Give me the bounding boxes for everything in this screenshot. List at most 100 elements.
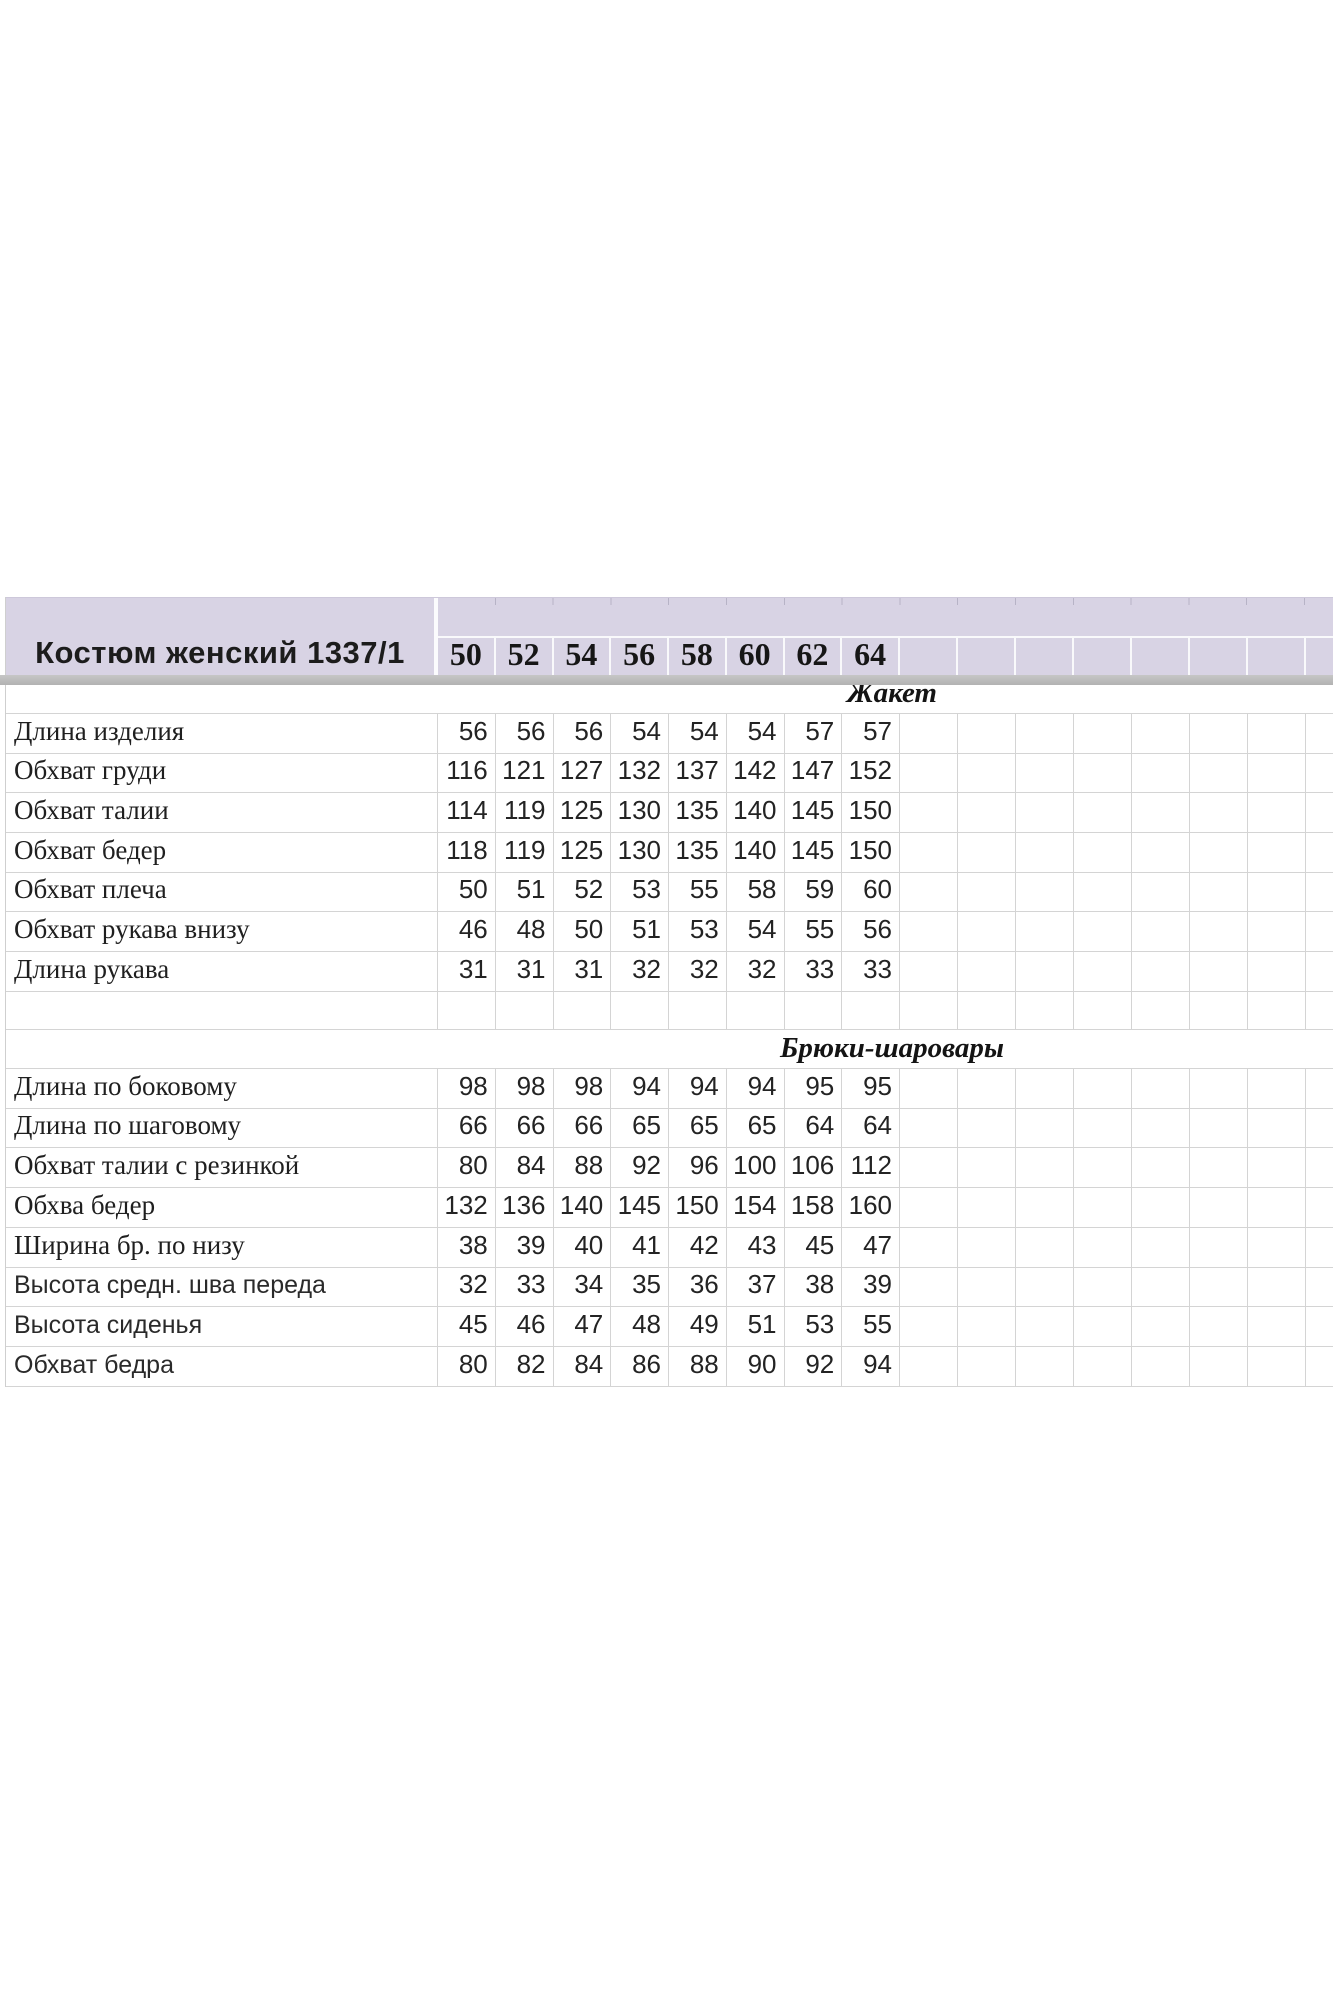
empty-grid-cell[interactable] xyxy=(1016,872,1074,912)
value-cell[interactable]: 65 xyxy=(669,1108,727,1148)
empty-header-cell[interactable] xyxy=(1074,638,1132,675)
row-label-cell[interactable]: Обхва бедер xyxy=(6,1188,438,1227)
value-cell[interactable]: 90 xyxy=(727,1347,785,1386)
empty-grid-cell[interactable] xyxy=(900,793,958,833)
empty-grid-cell[interactable] xyxy=(958,1307,1016,1347)
empty-header-cell[interactable] xyxy=(1132,638,1190,675)
empty-grid-cell[interactable] xyxy=(1016,1267,1074,1307)
value-cell[interactable]: 80 xyxy=(438,1347,496,1386)
empty-grid-cell[interactable] xyxy=(958,753,1016,793)
empty-grid-cell[interactable] xyxy=(900,912,958,952)
value-cell[interactable]: 43 xyxy=(727,1227,785,1267)
value-cell[interactable]: 33 xyxy=(842,952,900,991)
empty-grid-cell[interactable] xyxy=(1248,952,1306,991)
value-cell[interactable]: 35 xyxy=(611,1267,669,1307)
size-header-cell[interactable]: 60 xyxy=(727,638,785,675)
size-header-cell[interactable]: 50 xyxy=(438,638,496,675)
value-cell[interactable]: 98 xyxy=(438,1068,496,1108)
empty-grid-cell[interactable] xyxy=(1248,1148,1306,1188)
value-cell[interactable]: 47 xyxy=(554,1307,612,1347)
empty-grid-cell[interactable] xyxy=(1016,1148,1074,1188)
value-cell[interactable]: 106 xyxy=(785,1148,843,1188)
row-label-cell[interactable]: Длина по боковому xyxy=(6,1068,438,1108)
empty-grid-cell[interactable] xyxy=(1074,1068,1132,1108)
empty-grid-cell[interactable] xyxy=(958,912,1016,952)
empty-grid-cell[interactable] xyxy=(958,1267,1016,1307)
value-cell[interactable]: 66 xyxy=(554,1108,612,1148)
empty-grid-cell[interactable] xyxy=(1190,1227,1248,1267)
empty-label-cell[interactable] xyxy=(6,991,438,1029)
value-cell[interactable]: 57 xyxy=(842,714,900,753)
value-cell[interactable]: 94 xyxy=(669,1068,727,1108)
empty-grid-cell[interactable] xyxy=(1074,1148,1132,1188)
value-cell[interactable]: 88 xyxy=(669,1347,727,1386)
empty-grid-cell[interactable] xyxy=(1074,1188,1132,1227)
empty-grid-cell[interactable] xyxy=(1248,753,1306,793)
value-cell[interactable]: 130 xyxy=(611,793,669,833)
empty-grid-cell[interactable] xyxy=(1190,1148,1248,1188)
empty-header-cell[interactable] xyxy=(1016,638,1074,675)
empty-value-cell[interactable] xyxy=(842,991,900,1029)
empty-grid-cell[interactable] xyxy=(1074,1307,1132,1347)
value-cell[interactable]: 65 xyxy=(611,1108,669,1148)
value-cell[interactable]: 64 xyxy=(785,1108,843,1148)
empty-header-cell[interactable] xyxy=(1248,638,1306,675)
empty-grid-cell[interactable] xyxy=(1190,1307,1248,1347)
value-cell[interactable]: 32 xyxy=(669,952,727,991)
empty-grid-cell[interactable] xyxy=(1306,1307,1333,1346)
empty-grid-cell[interactable] xyxy=(1132,1267,1190,1307)
empty-grid-cell[interactable] xyxy=(1248,991,1306,1029)
empty-grid-cell[interactable] xyxy=(1306,1148,1333,1187)
value-cell[interactable]: 84 xyxy=(554,1347,612,1386)
empty-grid-cell[interactable] xyxy=(1248,714,1306,753)
value-cell[interactable]: 132 xyxy=(611,753,669,793)
size-header-cell[interactable]: 54 xyxy=(554,638,612,675)
empty-grid-cell[interactable] xyxy=(1306,1069,1333,1108)
value-cell[interactable]: 94 xyxy=(842,1347,900,1386)
empty-grid-cell[interactable] xyxy=(1016,1188,1074,1227)
value-cell[interactable]: 41 xyxy=(611,1227,669,1267)
sheet-title-cell[interactable]: Костюм женский 1337/1 xyxy=(6,598,438,675)
value-cell[interactable]: 92 xyxy=(785,1347,843,1386)
value-cell[interactable]: 82 xyxy=(496,1347,554,1386)
empty-grid-cell[interactable] xyxy=(1016,833,1074,872)
value-cell[interactable]: 135 xyxy=(669,793,727,833)
empty-grid-cell[interactable] xyxy=(1248,1227,1306,1267)
empty-grid-cell[interactable] xyxy=(1190,1108,1248,1148)
empty-grid-cell[interactable] xyxy=(1248,872,1306,912)
value-cell[interactable]: 31 xyxy=(554,952,612,991)
empty-grid-cell[interactable] xyxy=(1016,1108,1074,1148)
empty-grid-cell[interactable] xyxy=(1190,714,1248,753)
value-cell[interactable]: 112 xyxy=(842,1148,900,1188)
value-cell[interactable]: 140 xyxy=(727,793,785,833)
empty-grid-cell[interactable] xyxy=(1306,754,1333,793)
empty-grid-cell[interactable] xyxy=(1016,991,1074,1029)
value-cell[interactable]: 54 xyxy=(669,714,727,753)
empty-grid-cell[interactable] xyxy=(1248,833,1306,872)
empty-grid-cell[interactable] xyxy=(1306,1109,1333,1148)
empty-grid-cell[interactable] xyxy=(1074,833,1132,872)
value-cell[interactable]: 52 xyxy=(554,872,612,912)
value-cell[interactable]: 150 xyxy=(842,833,900,872)
value-cell[interactable]: 145 xyxy=(611,1188,669,1227)
empty-grid-cell[interactable] xyxy=(1306,1228,1333,1267)
value-cell[interactable]: 98 xyxy=(496,1068,554,1108)
value-cell[interactable]: 130 xyxy=(611,833,669,872)
empty-grid-cell[interactable] xyxy=(1190,952,1248,991)
value-cell[interactable]: 39 xyxy=(842,1267,900,1307)
empty-grid-cell[interactable] xyxy=(958,1148,1016,1188)
value-cell[interactable]: 88 xyxy=(554,1148,612,1188)
value-cell[interactable]: 80 xyxy=(438,1148,496,1188)
empty-grid-cell[interactable] xyxy=(900,1227,958,1267)
empty-grid-cell[interactable] xyxy=(1306,952,1333,991)
empty-grid-cell[interactable] xyxy=(900,1148,958,1188)
size-header-cell[interactable]: 64 xyxy=(842,638,900,675)
row-label-cell[interactable]: Длина изделия xyxy=(6,714,438,753)
row-label-cell[interactable]: Обхват плеча xyxy=(6,872,438,912)
empty-grid-cell[interactable] xyxy=(958,1347,1016,1386)
row-label-cell[interactable]: Обхват бедра xyxy=(6,1347,438,1386)
value-cell[interactable]: 55 xyxy=(842,1307,900,1347)
empty-value-cell[interactable] xyxy=(669,991,727,1029)
empty-grid-cell[interactable] xyxy=(900,1108,958,1148)
empty-header-cell[interactable] xyxy=(900,638,958,675)
